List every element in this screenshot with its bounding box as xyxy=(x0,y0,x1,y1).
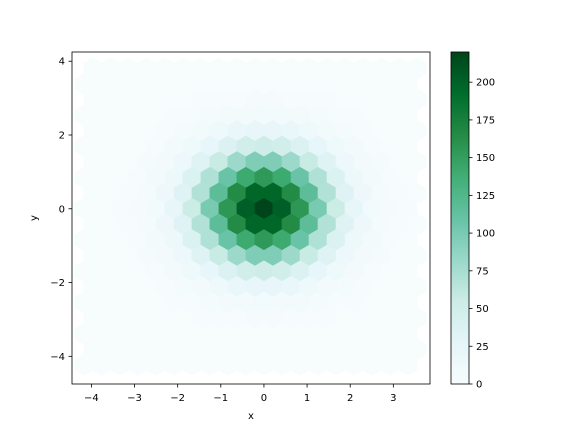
x-axis: −4 −3 −2 −1 0 1 2 3 xyxy=(84,384,397,404)
colorbar-tick-label: 100 xyxy=(476,229,495,240)
colorbar-tick-label: 50 xyxy=(476,304,489,315)
hexbin-plot-area xyxy=(74,57,427,376)
plot-frame xyxy=(71,51,431,385)
x-tick-label: 1 xyxy=(304,393,310,404)
colorbar-tick-label: 150 xyxy=(476,153,495,164)
hexbin-cell xyxy=(398,354,418,376)
colorbar-axis: 0 25 50 75 100 125 150 175 200 xyxy=(469,78,495,391)
x-tick-label: −4 xyxy=(84,393,99,404)
x-tick-label: 0 xyxy=(261,393,267,404)
colorbar-tick-label: 0 xyxy=(476,380,482,391)
colorbar-tick-label: 200 xyxy=(476,78,495,89)
y-tick-label: 4 xyxy=(59,57,65,68)
x-tick-label: −3 xyxy=(127,393,142,404)
y-tick-label: −2 xyxy=(50,278,65,289)
y-axis: −4 −2 0 2 4 xyxy=(50,57,72,363)
x-axis-label: x xyxy=(248,411,254,422)
y-tick-label: −4 xyxy=(50,352,65,363)
y-tick-label: 2 xyxy=(59,131,65,142)
colorbar xyxy=(450,51,470,385)
y-axis-label: y xyxy=(29,215,40,221)
colorbar-tick-label: 125 xyxy=(476,191,495,202)
colorbar-tick-label: 25 xyxy=(476,342,489,353)
x-tick-label: −2 xyxy=(170,393,185,404)
y-tick-label: 0 xyxy=(59,204,65,215)
x-tick-label: 2 xyxy=(347,393,353,404)
colorbar-tick-label: 175 xyxy=(476,115,495,126)
x-tick-label: −1 xyxy=(213,393,228,404)
colorbar-tick-label: 75 xyxy=(476,266,489,277)
x-tick-label: 3 xyxy=(390,393,396,404)
